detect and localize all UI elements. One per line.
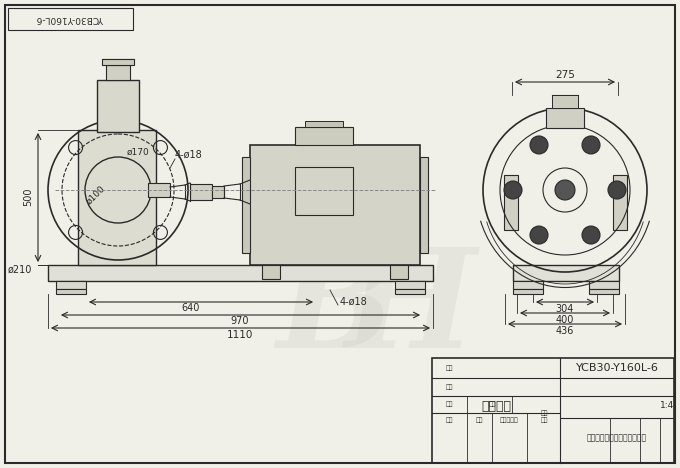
Text: 970: 970 <box>231 316 250 326</box>
Text: 更改文件号: 更改文件号 <box>500 417 518 423</box>
Bar <box>295 167 353 215</box>
Text: 500: 500 <box>23 188 33 206</box>
Text: 日期: 日期 <box>488 401 496 407</box>
Text: ø170: ø170 <box>126 147 150 156</box>
Text: 审核: 审核 <box>445 365 453 371</box>
Text: 签名: 签名 <box>445 401 453 407</box>
Text: 640: 640 <box>182 303 200 313</box>
Text: 436: 436 <box>556 326 574 336</box>
Circle shape <box>530 136 548 154</box>
Text: 机组外型: 机组外型 <box>481 400 511 412</box>
Bar <box>395 289 425 294</box>
Bar <box>56 281 86 289</box>
Bar <box>420 157 428 253</box>
Text: 处数: 处数 <box>475 417 483 423</box>
Bar <box>242 157 250 253</box>
Bar <box>97 80 139 132</box>
Bar <box>589 281 619 289</box>
Text: 4-ø18: 4-ø18 <box>174 150 202 160</box>
Bar <box>589 289 619 294</box>
Text: 设计: 设计 <box>445 384 453 390</box>
Text: 标记: 标记 <box>445 417 453 423</box>
Bar <box>295 127 353 145</box>
Bar <box>78 130 156 265</box>
Text: H: H <box>344 243 475 377</box>
Bar <box>546 108 584 128</box>
Bar <box>148 183 170 197</box>
Bar <box>513 289 543 294</box>
Text: 泊头市北弧泵业制造有限公司: 泊头市北弧泵业制造有限公司 <box>587 433 647 443</box>
Bar <box>432 358 674 463</box>
Bar <box>48 265 433 281</box>
Bar <box>56 289 86 294</box>
Text: 1:4: 1:4 <box>660 402 674 410</box>
Bar <box>613 175 627 230</box>
Text: ø100: ø100 <box>85 184 107 206</box>
Text: 4-ø18: 4-ø18 <box>340 297 368 307</box>
Bar <box>552 95 578 108</box>
Text: 签名: 签名 <box>540 417 548 423</box>
Bar <box>102 59 134 65</box>
Text: 1110: 1110 <box>227 330 253 340</box>
Circle shape <box>504 181 522 199</box>
Text: YCB30-Y160L-6: YCB30-Y160L-6 <box>36 15 103 23</box>
Bar <box>513 265 619 281</box>
Bar <box>250 145 420 265</box>
Text: 304: 304 <box>556 304 574 314</box>
Bar <box>390 265 408 279</box>
Circle shape <box>608 181 626 199</box>
Circle shape <box>582 136 600 154</box>
Text: 日期: 日期 <box>540 410 548 416</box>
Bar <box>305 121 343 127</box>
Bar <box>212 186 224 198</box>
Text: 275: 275 <box>555 70 575 80</box>
Bar <box>395 281 425 289</box>
Circle shape <box>530 226 548 244</box>
Text: ø210: ø210 <box>7 265 32 275</box>
Text: YCB30-Y160L-6: YCB30-Y160L-6 <box>575 363 658 373</box>
Circle shape <box>582 226 600 244</box>
Bar <box>190 184 212 200</box>
Bar <box>106 65 130 80</box>
Bar <box>504 175 518 230</box>
Text: B: B <box>276 243 394 377</box>
Bar <box>8 8 133 30</box>
Bar <box>262 265 280 279</box>
Text: 400: 400 <box>556 315 574 325</box>
Circle shape <box>555 180 575 200</box>
Bar <box>513 281 543 289</box>
